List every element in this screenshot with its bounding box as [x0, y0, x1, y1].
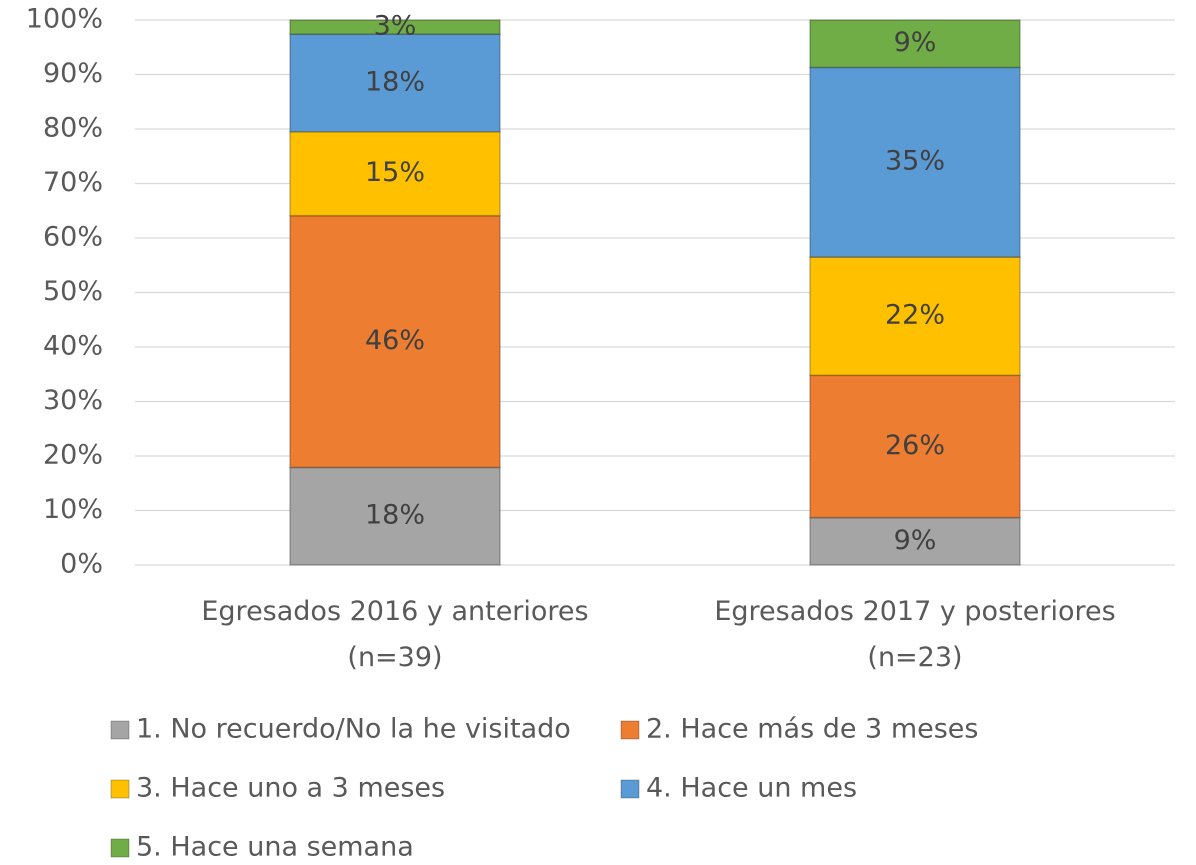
y-tick-label: 50% [43, 276, 103, 307]
data-label: 18% [365, 500, 425, 531]
legend-swatch [110, 838, 130, 858]
legend-label: 5. Hace una semana [136, 832, 414, 863]
data-label: 22% [885, 300, 945, 331]
bar-segment [289, 214, 501, 469]
data-label: 46% [365, 325, 425, 356]
y-tick-label: 0% [60, 549, 103, 580]
bar-segment [809, 374, 1021, 519]
y-tick-label: 80% [43, 113, 103, 144]
bar-segment [809, 66, 1021, 258]
data-label: 3% [374, 11, 417, 42]
bar-segment [289, 19, 501, 35]
y-tick-label: 20% [43, 440, 103, 471]
bar-segment [809, 19, 1021, 69]
legend-label: 2. Hace más de 3 meses [646, 714, 978, 745]
legend-swatch [620, 779, 640, 799]
data-label: 26% [885, 430, 945, 461]
data-label: 18% [365, 66, 425, 97]
y-tick-label: 90% [43, 58, 103, 89]
data-label: 9% [894, 27, 937, 58]
legend-label: 1. No recuerdo/No la he visitado [136, 714, 571, 745]
legend-swatch [110, 720, 130, 740]
x-tick-label: Egresados 2017 y posteriores (n=23) [714, 596, 1115, 673]
data-label: 15% [365, 157, 425, 188]
bar-segment [809, 256, 1021, 377]
legend-swatch [620, 720, 640, 740]
data-label: 35% [885, 146, 945, 177]
y-tick-label: 10% [43, 494, 103, 525]
y-tick-label: 60% [43, 222, 103, 253]
y-tick-label: 30% [43, 385, 103, 416]
bar-segment [289, 33, 501, 133]
legend-label: 4. Hace un mes [646, 773, 857, 804]
bar-segment [809, 516, 1021, 566]
legend-label: 3. Hace uno a 3 meses [136, 773, 445, 804]
bar-segment [289, 466, 501, 566]
x-tick-label: Egresados 2016 y anteriores (n=39) [201, 596, 588, 673]
y-tick-label: 70% [43, 167, 103, 198]
bar-segment [289, 130, 501, 217]
y-tick-label: 40% [43, 331, 103, 362]
y-tick-label: 100% [26, 4, 103, 35]
data-label: 9% [894, 525, 937, 556]
legend-swatch [110, 779, 130, 799]
